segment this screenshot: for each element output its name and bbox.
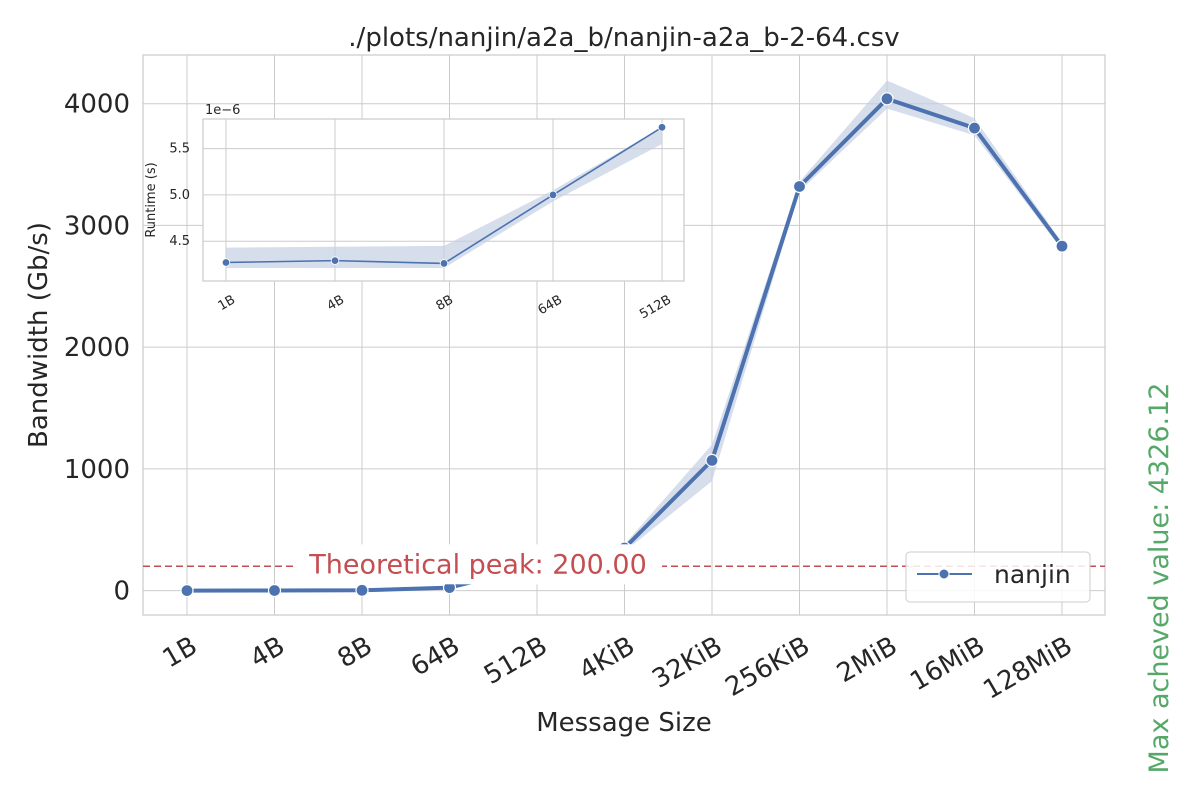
data-point-8B (355, 583, 369, 597)
max-achieved-label: Max acheved value: 4326.12 (1144, 383, 1175, 774)
x-tick-label: 4B (245, 631, 290, 674)
data-point-2MiB (880, 92, 894, 106)
inset-y-tick-labels: 4.5 5.0 5.5 (169, 142, 190, 250)
inset-series-points (221, 123, 667, 268)
y-tick-label: 3000 (64, 211, 130, 241)
y-tick-label: 4000 (64, 90, 130, 120)
y-axis-label: Bandwidth (Gb/s) (24, 222, 54, 448)
inset-data-point-1B (221, 258, 231, 267)
x-tick-label: 64B (406, 631, 465, 682)
data-point-1B (180, 584, 194, 598)
x-tick-label: 512B (479, 631, 552, 691)
data-point-16MiB (967, 121, 982, 135)
data-point-128MiB (1055, 239, 1069, 253)
inset-chart: 4.5 5.0 5.5 1B 4B 8B 64B 512B 1e−6 Runtime (s) (144, 103, 685, 322)
legend: nanjin (905, 551, 1091, 603)
data-point-32KiB (705, 453, 719, 467)
chart-title: ./plots/nanjin/a2a_b/nanjin-a2a_b-2-64.c… (348, 23, 899, 53)
inset-y-tick-label: 4.5 (169, 234, 190, 249)
main-plot-frame (142, 54, 1106, 616)
x-tick-label: 32KiB (647, 631, 727, 695)
inset-confidence-band (226, 127, 662, 269)
x-tick-label: 1B (158, 631, 203, 674)
inset-band-area (226, 127, 662, 269)
y-tick-label: 2000 (64, 333, 130, 363)
main-series-points (180, 92, 1069, 598)
inset-x-tick-label: 512B (637, 292, 674, 322)
y-tick-label: 1000 (64, 455, 130, 485)
x-axis-label: Message Size (536, 708, 712, 738)
data-point-4B (267, 583, 282, 598)
inset-data-point-512B (657, 123, 667, 132)
data-point-256KiB (792, 179, 807, 194)
inset-x-tick-label: 1B (216, 292, 238, 314)
inset-data-point-64B (548, 190, 558, 200)
legend-point-marker (938, 568, 950, 580)
inset-data-point-4B (330, 256, 340, 265)
inset-x-tick-label: 64B (535, 292, 565, 318)
inset-x-tick-label: 8B (434, 292, 456, 314)
inset-y-axis-label: Runtime (s) (144, 162, 159, 237)
inset-y-tick-label: 5.5 (169, 142, 190, 157)
x-tick-label: 4KiB (574, 631, 640, 686)
inset-x-tick-labels: 1B 4B 8B 64B 512B (216, 292, 674, 322)
legend-box (905, 551, 1091, 603)
legend-entry-nanjin: nanjin (994, 560, 1071, 589)
x-tick-label: 8B (333, 631, 378, 674)
x-tick-label: 16MiB (905, 631, 990, 697)
y-tick-label: 0 (113, 577, 130, 607)
inset-offset-label: 1e−6 (205, 103, 240, 118)
inset-data-point-8B (439, 259, 449, 268)
x-tick-label: 256KiB (721, 631, 815, 703)
x-tick-label: 128MiB (978, 631, 1077, 706)
inset-y-tick-label: 5.0 (169, 188, 190, 203)
main-y-tick-labels: 0 1000 2000 3000 4000 (64, 90, 130, 607)
inset-x-tick-label: 4B (325, 292, 347, 314)
x-tick-label: 2MiB (832, 631, 902, 689)
theoretical-peak-label: Theoretical peak: 200.00 (308, 549, 647, 580)
inset-plot-frame (202, 118, 685, 282)
theoretical-peak-label-background (296, 544, 662, 585)
